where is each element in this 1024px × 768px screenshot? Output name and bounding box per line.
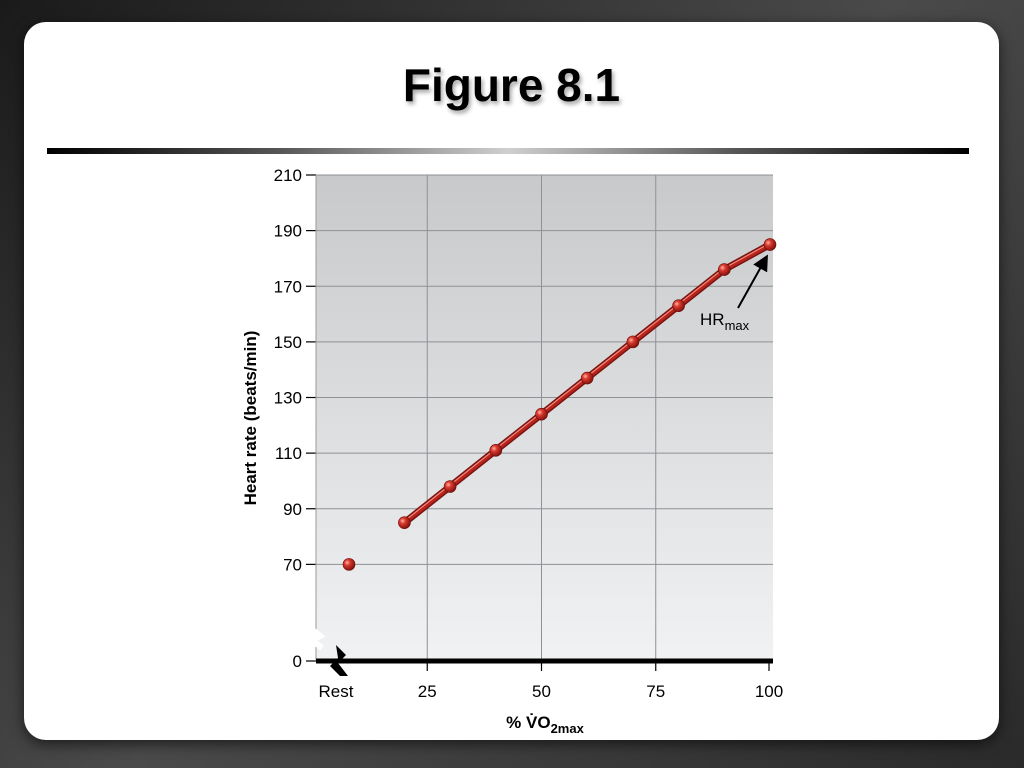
x-axis-label: % V̇O2max (506, 713, 584, 736)
x-axis-label-subscript: 2max (551, 721, 585, 736)
data-point (763, 238, 777, 251)
slide-title: Figure 8.1 (402, 59, 621, 111)
x-axis-label-main: % V̇O (506, 713, 550, 732)
data-point (672, 299, 685, 313)
rest-data-point (342, 558, 356, 571)
hrmax-annotation: HRmax (700, 310, 750, 333)
y-tick-label: 190 (274, 222, 302, 241)
data-point (717, 263, 731, 276)
y-tick-label: 90 (283, 500, 302, 519)
data-point (580, 371, 594, 385)
y-tick-label: 70 (283, 555, 302, 574)
data-point (626, 335, 640, 349)
x-tick-label: 75 (646, 682, 665, 701)
y-tick-label: 150 (274, 333, 302, 352)
y-tick-label: 170 (274, 277, 302, 296)
y-tick-label: 110 (275, 444, 302, 463)
x-tick-label: 25 (418, 682, 437, 701)
data-point (443, 480, 457, 493)
hrmax-annotation-subscript: max (725, 318, 750, 333)
y-tick-label: 0 (293, 652, 302, 671)
x-tick-label: Rest (319, 682, 354, 701)
x-tick-label: 50 (532, 682, 551, 701)
x-tick-label: 100 (755, 682, 783, 701)
title-divider (47, 148, 969, 154)
data-point (535, 407, 548, 421)
data-point (398, 516, 411, 529)
y-axis-label: Heart rate (beats/min) (241, 331, 260, 506)
y-axis-break (306, 625, 326, 651)
data-point (489, 444, 503, 457)
x-axis-break (330, 645, 348, 676)
hrmax-annotation-main: HR (700, 310, 725, 329)
y-tick-label: 210 (274, 166, 302, 185)
y-tick-label: 130 (274, 389, 302, 408)
hrmax-arrow (737, 254, 768, 309)
